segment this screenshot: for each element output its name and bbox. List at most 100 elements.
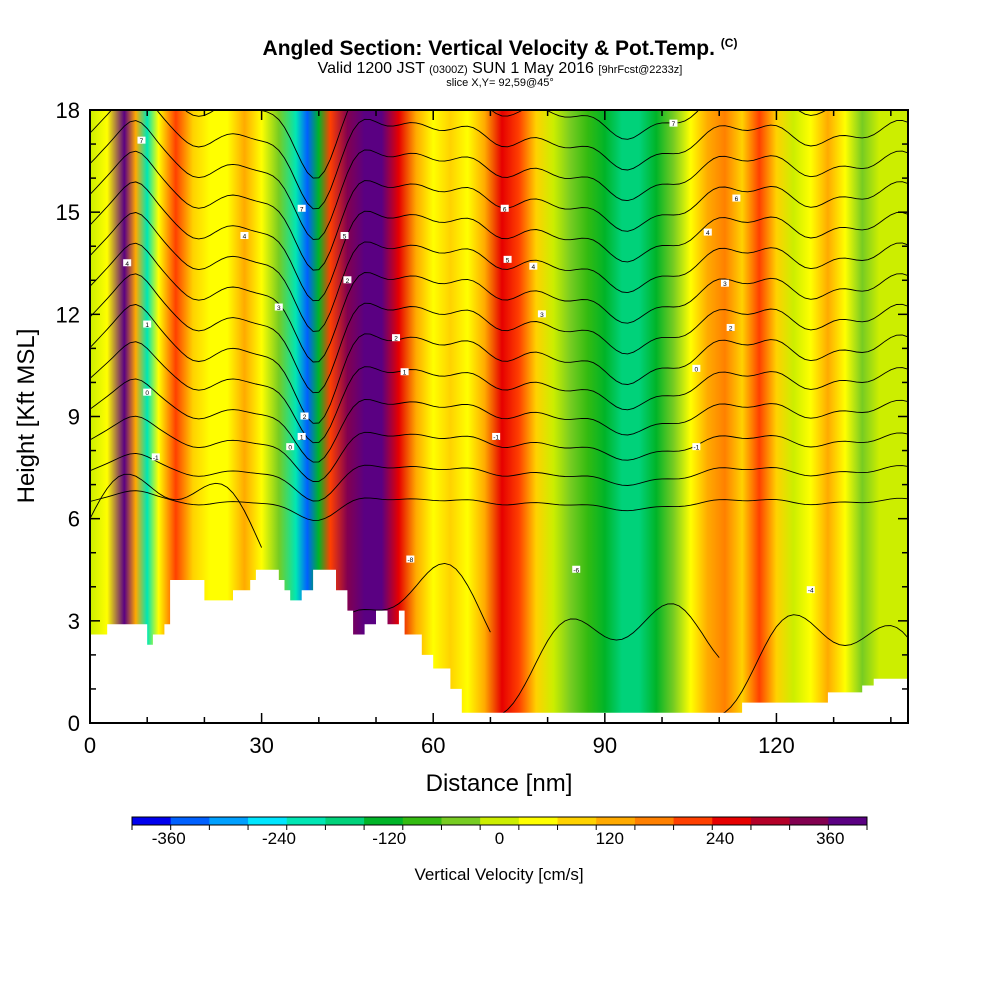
- valid-zulu: (0300Z): [429, 64, 468, 76]
- colorbar-swatch: [132, 817, 172, 825]
- colorbar-swatch: [286, 817, 326, 825]
- contour-line: [90, 273, 908, 394]
- contour-label-bg: [286, 443, 295, 451]
- colorbar-swatch: [518, 817, 559, 825]
- contour-line: [90, 120, 908, 240]
- contour-label-bg: [392, 334, 401, 342]
- contour-label-bg: [732, 194, 741, 202]
- contour-label-bg: [297, 204, 306, 212]
- contour-label-bg: [300, 412, 309, 420]
- contour-label: 4: [243, 234, 247, 241]
- contour-line: [90, 341, 908, 444]
- contour-label-bg: [500, 204, 509, 212]
- contour-label-bg: [406, 555, 415, 563]
- contour-line: [718, 614, 908, 716]
- contour-label-bg: [143, 320, 152, 328]
- y-tick-label: 0: [68, 711, 80, 736]
- contour-label-bg: [137, 136, 146, 144]
- contour-labels: 7 4 1 0 -1 4 3 1 0 2 7 5 2 2 1 -8 6 5 4 3 -1 -6 7 6 4 3 2 0 -1 -4: [123, 119, 815, 595]
- contour-label-bg: [340, 232, 349, 240]
- contour-label-bg: [669, 119, 678, 127]
- colorbar-swatch: [441, 817, 481, 825]
- colorbar-swatch: [634, 817, 675, 825]
- contour-label: 4: [532, 264, 536, 271]
- colorbar-tick-label: 240: [706, 829, 734, 848]
- slice-info: slice X,Y= 92,59@45°: [446, 77, 554, 89]
- contour-label: -6: [573, 567, 579, 574]
- contour-line: [90, 452, 908, 502]
- colorbar-title: Vertical Velocity [cm/s]: [414, 865, 583, 884]
- contour-label-bg: [274, 303, 283, 311]
- contour-label: 6: [503, 206, 507, 213]
- x-tick-label: 0: [84, 733, 96, 758]
- contour-label: 2: [394, 336, 398, 343]
- colorbar-swatch: [209, 817, 249, 825]
- y-tick-label: 18: [56, 98, 80, 123]
- contour-line: [90, 150, 908, 271]
- colorbar-tick-label: 120: [596, 829, 624, 848]
- contour-label-bg: [572, 565, 581, 573]
- contour-line: [90, 110, 908, 210]
- terrain-mask: [90, 569, 908, 723]
- colorbar-swatch: [750, 817, 791, 825]
- contour-label-bg: [240, 232, 249, 240]
- y-tick-label: 6: [68, 507, 80, 532]
- contour-label-bg: [503, 255, 512, 263]
- potential-temperature-contours: [90, 110, 908, 718]
- y-tick-label: 3: [68, 609, 80, 634]
- contour-label: 2: [303, 414, 307, 421]
- contour-line: [90, 242, 908, 363]
- colorbar: -360 -240 -120 0 120 240 360: [131, 816, 868, 848]
- contour-label-bg: [143, 388, 152, 396]
- contour-line: [90, 304, 908, 424]
- x-tick-label: 90: [593, 733, 617, 758]
- colorbar-swatch: [364, 817, 404, 825]
- x-axis: 0 30 60 90 120: [84, 110, 892, 758]
- contour-label-bg: [529, 262, 538, 270]
- contour-label-bg: [297, 432, 306, 440]
- contour-line: [90, 490, 908, 521]
- contour-label-bg: [703, 228, 712, 236]
- colorbar-swatch: [557, 817, 597, 825]
- y-tick-label: 15: [56, 200, 80, 225]
- colorbar-swatch: [712, 817, 752, 825]
- contour-label-bg: [492, 432, 501, 440]
- contour-label: -4: [808, 588, 814, 595]
- colorbar-swatch: [673, 817, 713, 825]
- contour-label: 0: [288, 445, 292, 452]
- x-tick-label: 120: [758, 733, 795, 758]
- contour-label-bg: [343, 276, 352, 284]
- colorbar-tick-label: -240: [262, 829, 296, 848]
- contour-label: 7: [300, 206, 304, 213]
- contour-label: 1: [145, 322, 149, 329]
- contour-label: 0: [695, 366, 699, 373]
- contour-label: 5: [343, 234, 347, 241]
- contour-label: 6: [735, 196, 739, 203]
- contour-label: 1: [300, 434, 304, 441]
- contour-label-bg: [400, 368, 409, 376]
- contour-label: 3: [540, 312, 544, 319]
- colorbar-swatch: [789, 817, 829, 825]
- colorbar-tick-label: -120: [372, 829, 406, 848]
- x-tick-label: 30: [249, 733, 273, 758]
- valid-prefix: Valid 1200 JST: [317, 60, 425, 77]
- contour-label: 4: [125, 261, 129, 268]
- contour-label: 7: [140, 138, 144, 145]
- colorbar-swatch: [480, 817, 520, 825]
- contour-label-bg: [151, 453, 160, 461]
- colorbar-swatch: [325, 817, 365, 825]
- colorbar-tick-label: 0: [495, 829, 504, 848]
- contour-line: [184, 110, 828, 179]
- colorbar-swatch: [828, 817, 868, 825]
- contour-line: [90, 181, 908, 302]
- colorbar-swatch: [170, 817, 210, 825]
- contour-label-bg: [720, 279, 729, 287]
- contour-label: -8: [407, 557, 413, 564]
- contour-label: 1: [403, 370, 407, 377]
- contour-line: [90, 378, 908, 463]
- contour-label: 2: [729, 325, 733, 332]
- y-tick-label: 12: [56, 302, 80, 327]
- contour-label: 3: [723, 281, 727, 288]
- contour-label-bg: [806, 586, 815, 594]
- contour-label-bg: [692, 364, 701, 372]
